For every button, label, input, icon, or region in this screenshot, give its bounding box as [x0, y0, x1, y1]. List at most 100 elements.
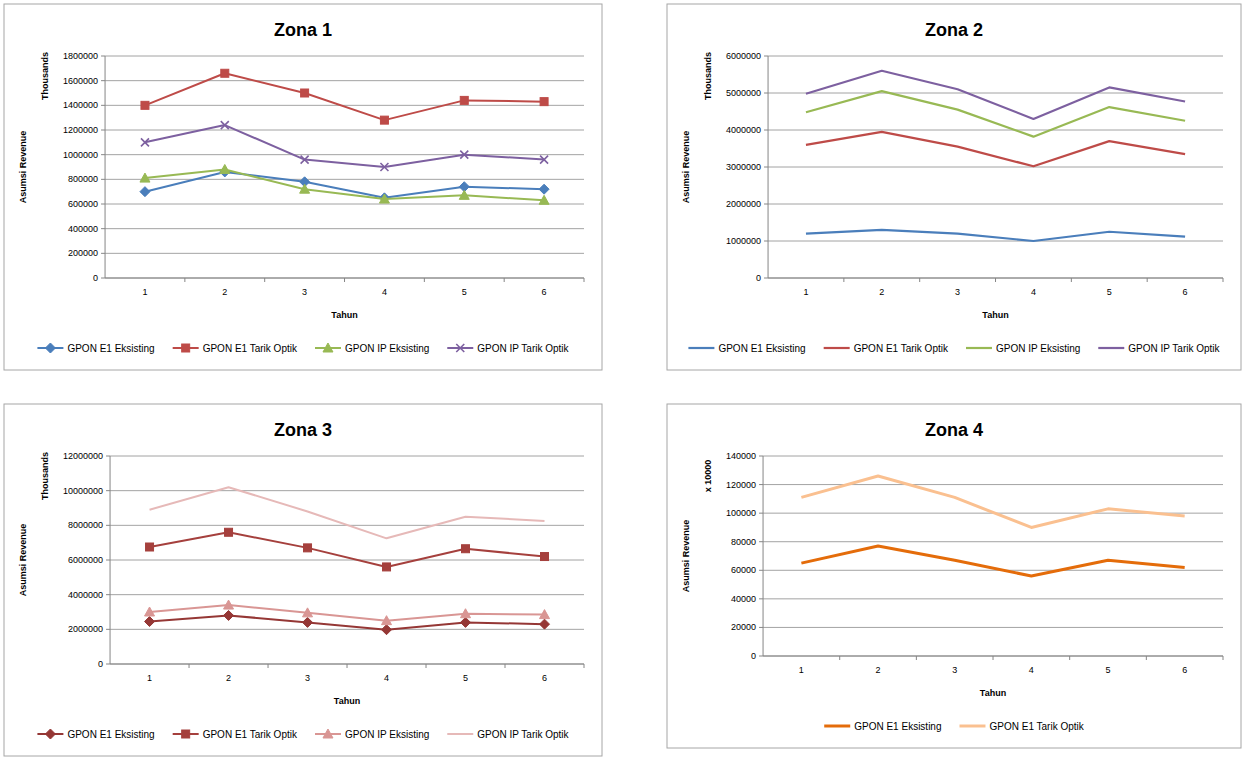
y-tick [759, 570, 763, 571]
y-tick-label: 5000000 [726, 88, 761, 98]
y-tick-label: 600000 [68, 199, 98, 209]
marker-triangle [459, 190, 469, 199]
grid-line [105, 154, 584, 155]
y-tick [764, 241, 768, 242]
x-axis-title: Tahun [331, 310, 357, 320]
y-tick-label: 2000000 [726, 199, 761, 209]
x-tick [268, 664, 269, 668]
grid-line [763, 570, 1223, 571]
marker-square [141, 101, 149, 109]
grid-line [768, 241, 1223, 242]
grid-line [763, 627, 1223, 628]
grid-line [110, 490, 584, 491]
y-tick-label: 1000000 [726, 236, 761, 246]
series-line [145, 73, 544, 120]
plot-area [145, 487, 550, 634]
series-line [150, 605, 545, 621]
legend-swatch [688, 347, 714, 349]
series-line [150, 532, 545, 567]
grid-line [768, 56, 1223, 57]
grid-line [105, 204, 584, 205]
x-tick [189, 664, 190, 668]
grid-line [105, 56, 584, 57]
y-unit-label: x 10000 [703, 460, 713, 493]
y-tick [101, 179, 105, 180]
x-tick-label: 6 [542, 673, 547, 683]
panel-frame [4, 404, 602, 756]
series-line [806, 91, 1185, 137]
marker-x [221, 121, 229, 129]
y-axis-title: Asumsi Revenue [681, 520, 691, 593]
marker-triangle [379, 194, 389, 203]
x-tick [919, 278, 920, 282]
grid-line [763, 456, 1223, 457]
x-tick-label: 3 [955, 287, 960, 297]
series-line [801, 476, 1184, 527]
y-tick [106, 560, 110, 561]
legend: GPON E1 Eksisting GPON E1 Tarik Optik GPON… [37, 729, 569, 740]
page: Zona 10200000400000600000800000100000012… [0, 0, 1245, 760]
legend: GPON E1 EksistingGPON E1 Tarik Optik [824, 721, 1085, 732]
x-tick [843, 278, 844, 282]
y-tick [101, 228, 105, 229]
marker-diamond [145, 617, 155, 627]
x-tick-label: 2 [879, 287, 884, 297]
chart-title: Zona 3 [274, 420, 332, 440]
x-tick-label: 4 [384, 673, 389, 683]
y-tick-label: 3000000 [726, 162, 761, 172]
y-tick [764, 93, 768, 94]
panel-frame [667, 404, 1241, 748]
x-tick-label: 2 [222, 287, 227, 297]
chart-title: Zona 4 [925, 420, 983, 440]
x-tick-label: 2 [876, 665, 881, 675]
grid-line [768, 130, 1223, 131]
legend: GPON E1 EksistingGPON E1 Tarik OptikGPON… [37, 343, 569, 354]
x-tick [1146, 656, 1147, 660]
y-tick [101, 56, 105, 57]
y-axis [768, 56, 769, 278]
y-tick [759, 656, 763, 657]
x-tick [584, 278, 585, 282]
y-tick-label: 2000000 [68, 624, 103, 634]
y-tick-label: 200000 [68, 248, 98, 258]
marker-square [380, 116, 388, 124]
plot-area [806, 71, 1185, 241]
legend-label: GPON E1 Eksisting [854, 721, 941, 732]
x-tick [995, 278, 996, 282]
y-tick [759, 484, 763, 485]
marker-diamond [540, 619, 550, 629]
legend-label: GPON IP Eksisting [345, 729, 429, 740]
marker-triangle [539, 195, 549, 204]
legend-swatch [966, 347, 992, 349]
legend-label: GPON IP Eksisting [996, 343, 1080, 354]
series-line [150, 487, 545, 538]
panel-frame [667, 4, 1241, 370]
y-tick [101, 80, 105, 81]
legend-swatch [959, 725, 985, 728]
plot-area [140, 69, 549, 204]
marker-triangle [323, 343, 333, 352]
x-tick [184, 278, 185, 282]
chart-panel: Zona 20100000020000003000000400000050000… [667, 4, 1241, 370]
legend-label: GPON E1 Eksisting [67, 729, 154, 740]
x-axis-title: Tahun [980, 688, 1006, 698]
marker-x [380, 163, 388, 171]
marker-square [462, 545, 470, 553]
y-tick [106, 629, 110, 630]
y-axis [763, 456, 764, 656]
legend-label: GPON E1 Tarik Optik [203, 729, 298, 740]
y-tick [759, 513, 763, 514]
x-tick-label: 5 [463, 673, 468, 683]
x-tick [584, 664, 585, 668]
x-tick [839, 656, 840, 660]
marker-diamond [45, 729, 55, 739]
marker-diamond [45, 343, 55, 353]
x-tick [916, 656, 917, 660]
x-tick [1069, 656, 1070, 660]
y-tick-label: 0 [756, 273, 761, 283]
y-tick-label: 12000000 [63, 451, 103, 461]
x-tick [1147, 278, 1148, 282]
y-axis-title: Asumsi Revenue [18, 524, 28, 597]
y-tick-label: 10000000 [63, 486, 103, 496]
marker-triangle [461, 609, 471, 618]
